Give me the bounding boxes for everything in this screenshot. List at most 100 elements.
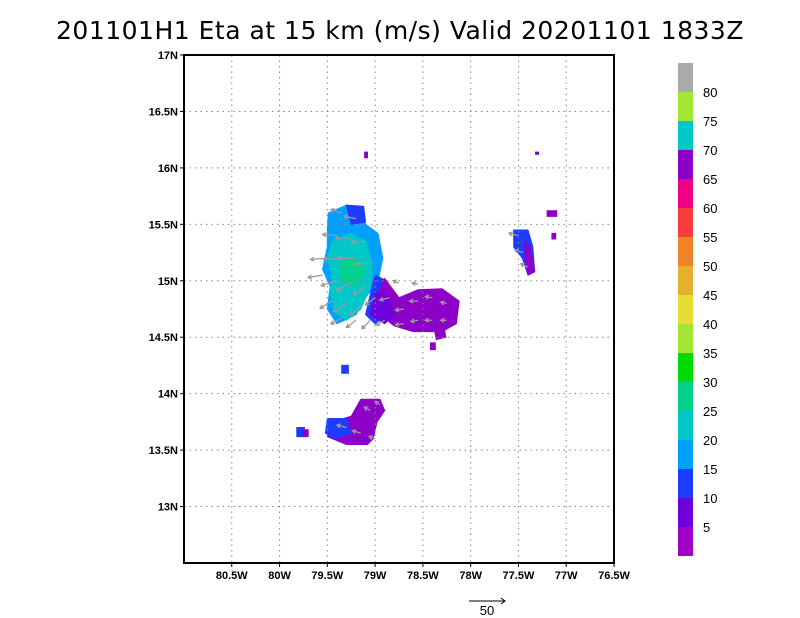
colorbar-swatch — [678, 63, 693, 92]
wind-vector-1 — [342, 214, 357, 220]
wind-vector-7 — [336, 255, 356, 261]
wind-region-small-east-blob — [433, 325, 447, 341]
wind-vector-26 — [394, 321, 404, 328]
colorbar-label: 60 — [703, 201, 717, 216]
colorbar-swatch — [678, 92, 693, 121]
colorbar: 5 10 15 20 25 30 35 40 45 50 55 60 65 70 75 80 — [678, 63, 717, 556]
y-tick-label: 17N — [158, 50, 178, 62]
colorbar-swatch — [678, 295, 693, 324]
wind-vector-38 — [374, 400, 381, 406]
wind-region-mid-small-blue — [341, 364, 349, 374]
wind-vector-15 — [349, 305, 362, 317]
colorbar-label: 15 — [703, 462, 717, 477]
colorbar-swatch — [678, 353, 693, 382]
wind-region-east-dot-a — [546, 210, 558, 217]
x-tick-label: 80.5W — [216, 570, 248, 582]
wind-vector-11 — [335, 282, 352, 292]
x-tick-label: 77.5W — [503, 570, 535, 582]
wind-vector-35 — [335, 423, 347, 429]
grid-layer — [184, 55, 614, 563]
reference-vector-label: 50 — [480, 603, 494, 618]
wind-vector-2 — [321, 232, 337, 238]
x-tick-label: 76.5W — [598, 570, 630, 582]
colorbar-swatch — [678, 498, 693, 527]
colorbar-label: 30 — [703, 375, 717, 390]
colorbar-swatch — [678, 382, 693, 411]
x-tick-label: 78.5W — [407, 570, 439, 582]
wind-vector-3 — [334, 235, 352, 241]
x-tick-label: 79.5W — [311, 570, 343, 582]
wind-vector-9 — [306, 274, 323, 280]
colorbar-label: 25 — [703, 404, 717, 419]
wind-vector-34 — [519, 262, 529, 268]
wind-vector-13 — [319, 300, 333, 309]
colorbar-swatch — [678, 469, 693, 498]
colorbar-swatch — [678, 266, 693, 295]
colorbar-label: 80 — [703, 85, 717, 100]
colorbar-swatch — [678, 150, 693, 179]
x-tick-label: 78W — [459, 570, 482, 582]
colorbar-swatch — [678, 237, 693, 266]
wind-vector-18 — [345, 319, 357, 329]
wind-region-main-core-green — [338, 257, 367, 288]
y-tick-label: 15.5N — [149, 219, 178, 231]
wind-region-south-west-dot2 — [302, 429, 309, 438]
colorbar-label: 35 — [703, 346, 717, 361]
y-tick-label: 14.5N — [149, 332, 178, 344]
wind-vector-25 — [439, 300, 447, 306]
y-tick-label: 13N — [158, 502, 178, 514]
colorbar-label: 20 — [703, 433, 717, 448]
wind-vector-22 — [394, 307, 404, 313]
colorbar-label: 5 — [703, 520, 710, 535]
y-tick-label: 14N — [158, 389, 178, 401]
wind-vector-4 — [349, 239, 366, 245]
wind-vector-layer — [306, 207, 529, 441]
wind-vector-20 — [375, 319, 385, 326]
wind-vector-14 — [332, 302, 347, 313]
wind-vector-33 — [513, 248, 524, 254]
colorbar-label: 40 — [703, 317, 717, 332]
wind-vector-27 — [409, 318, 419, 324]
x-tick-label: 79W — [364, 570, 387, 582]
y-tick-label: 16N — [158, 163, 178, 175]
wind-vector-16 — [364, 297, 376, 306]
colorbar-label: 45 — [703, 288, 717, 303]
colorbar-swatch — [678, 411, 693, 440]
x-axis-ticks: 80.5W 80W 79.5W 79W 78.5W 78W 77.5W 77W 76.5W — [216, 563, 631, 582]
wind-vector-12 — [352, 285, 366, 296]
y-tick-label: 13.5N — [149, 445, 178, 457]
wind-vector-21 — [378, 296, 390, 302]
colorbar-label: 55 — [703, 230, 717, 245]
colorbar-label: 50 — [703, 259, 717, 274]
wind-vector-23 — [408, 298, 419, 304]
wind-vector-39 — [367, 435, 376, 441]
colorbar-swatch — [678, 324, 693, 353]
colorbar-label: 10 — [703, 491, 717, 506]
colorbar-swatch — [678, 121, 693, 150]
reference-vector-head — [500, 597, 506, 605]
wind-vector-32 — [507, 231, 519, 237]
wind-vector-19 — [361, 319, 371, 330]
wind-vector-30 — [410, 281, 419, 287]
wind-vector-29 — [439, 317, 447, 323]
colorbar-swatch — [678, 527, 693, 556]
y-tick-label: 15N — [158, 276, 178, 288]
wind-region-north-dot-a — [364, 151, 368, 159]
wind-vector-0 — [329, 207, 342, 214]
wind-vector-28 — [423, 317, 433, 323]
plot-frame — [183, 54, 615, 564]
x-tick-label: 80W — [268, 570, 291, 582]
wind-vector-37 — [363, 406, 371, 412]
wind-vector-10 — [320, 280, 338, 288]
wind-region-north-dot-b — [535, 151, 539, 155]
colorbar-label: 70 — [703, 143, 717, 158]
y-tick-label: 16.5N — [149, 106, 178, 118]
wind-vector-36 — [351, 429, 361, 435]
wind-vector-17 — [329, 317, 342, 325]
colorbar-swatch — [678, 208, 693, 237]
wind-region-small-east-blob2 — [430, 342, 436, 351]
y-axis-ticks: 13N 13.5N 14N 14.5N 15N 15.5N 16N 16.5N 17N — [149, 50, 184, 514]
colorbar-label: 65 — [703, 172, 717, 187]
colorbar-label: 75 — [703, 114, 717, 129]
